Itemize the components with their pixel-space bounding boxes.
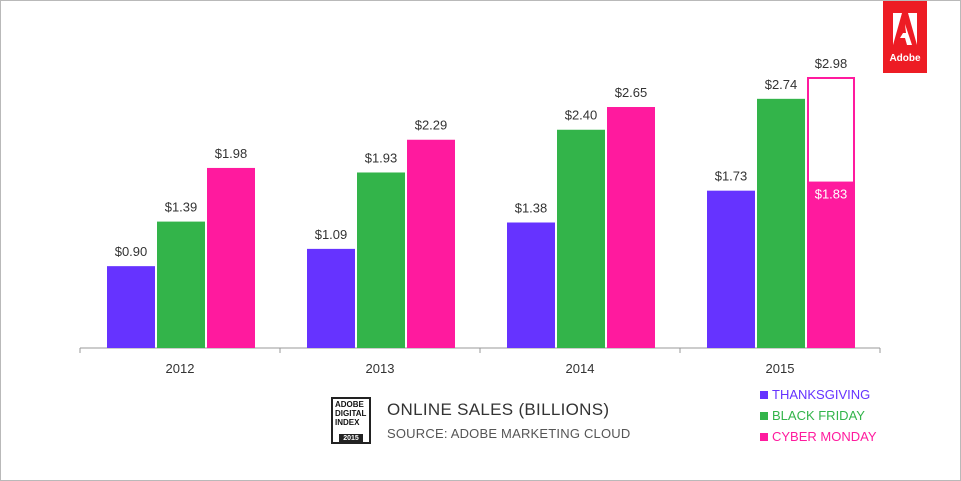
data-label-thanksgiving-2013: $1.09 [315, 227, 348, 242]
legend-item-cyber-monday: CYBER MONDAY [760, 426, 877, 447]
legend-swatch-cyber-monday [760, 432, 768, 441]
bar-black-friday-2015 [757, 98, 805, 348]
badge-line-1: ADOBE [335, 400, 364, 409]
adobe-a-icon [893, 13, 917, 45]
x-tick-label-2015: 2015 [766, 361, 795, 376]
legend-item-thanksgiving: THANKSGIVING [760, 384, 877, 405]
bar-black-friday-2013 [357, 172, 405, 348]
adobe-wordmark: Adobe [889, 53, 921, 64]
data-label-cyber-monday-2013: $2.29 [415, 118, 448, 133]
legend-label-black-friday: BLACK FRIDAY [772, 408, 865, 423]
chart-title: ONLINE SALES (BILLIONS) [387, 400, 610, 419]
adobe-logo: Adobe [883, 1, 927, 73]
x-tick-label-2013: 2013 [366, 361, 395, 376]
chart-source: SOURCE: ADOBE MARKETING CLOUD [387, 426, 631, 441]
adobe-digital-index-badge: ADOBE DIGITAL INDEX 2015 [331, 397, 375, 447]
bar-thanksgiving-2012 [107, 266, 155, 348]
data-label-cyber-monday-2012: $1.98 [215, 146, 248, 161]
bar-thanksgiving-2015 [707, 190, 755, 348]
data-label-thanksgiving-2014: $1.38 [515, 201, 548, 216]
x-tick-label-2012: 2012 [166, 361, 195, 376]
x-tick-label-2014: 2014 [566, 361, 595, 376]
data-label-black-friday-2015: $2.74 [765, 77, 798, 92]
data-label-cyber-monday-2015: $1.83 [815, 187, 848, 202]
chart-legend: THANKSGIVING BLACK FRIDAY CYBER MONDAY [760, 384, 877, 447]
bar-black-friday-2012 [157, 221, 205, 348]
bar-black-friday-2014 [557, 129, 605, 348]
bar-cyber-monday-2015 [807, 181, 855, 348]
bar-thanksgiving-2013 [307, 248, 355, 348]
data-label-forecast-cyber-monday-2015: $2.98 [815, 56, 848, 71]
data-label-thanksgiving-2015: $1.73 [715, 169, 748, 184]
badge-line-2: DIGITAL [335, 409, 367, 418]
legend-item-black-friday: BLACK FRIDAY [760, 405, 877, 426]
data-label-black-friday-2013: $1.93 [365, 150, 398, 165]
data-label-black-friday-2012: $1.39 [165, 200, 198, 215]
bar-cyber-monday-2013 [407, 139, 455, 348]
legend-swatch-black-friday [760, 411, 768, 420]
data-label-black-friday-2014: $2.40 [565, 108, 598, 123]
legend-label-thanksgiving: THANKSGIVING [772, 387, 871, 402]
data-label-thanksgiving-2012: $0.90 [115, 244, 148, 259]
bar-cyber-monday-2014 [607, 107, 655, 348]
badge-line-3: INDEX [335, 418, 360, 427]
legend-swatch-thanksgiving [760, 390, 768, 399]
data-label-cyber-monday-2014: $2.65 [615, 85, 648, 100]
bar-cyber-monday-2012 [207, 167, 255, 348]
legend-label-cyber-monday: CYBER MONDAY [772, 429, 877, 444]
badge-year: 2015 [339, 434, 363, 444]
bar-thanksgiving-2014 [507, 222, 555, 348]
